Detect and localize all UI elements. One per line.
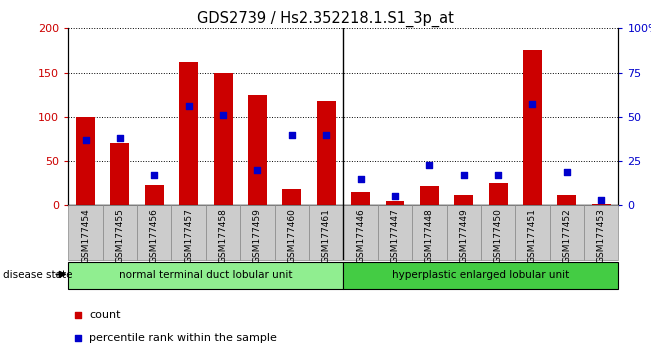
Point (115, 135, 125, 141)
Bar (385, 201, 404, 205)
Text: GSM177450: GSM177450 (493, 208, 503, 263)
Bar (68, 262, 344, 289)
Bar (68, 205, 103, 260)
Point (80, 137, 90, 143)
Point (218, 112, 229, 118)
Text: GSM177461: GSM177461 (322, 208, 331, 263)
Text: count: count (89, 310, 120, 320)
Text: GSM177448: GSM177448 (425, 208, 434, 263)
Point (184, 103, 194, 109)
Bar (111, 143, 130, 205)
Bar (103, 205, 137, 260)
Text: GSM177458: GSM177458 (219, 208, 228, 263)
Text: GSM177456: GSM177456 (150, 208, 159, 263)
Bar (283, 189, 301, 205)
Bar (549, 205, 584, 260)
Bar (516, 205, 549, 260)
Bar (420, 186, 439, 205)
Bar (240, 205, 275, 260)
Bar (214, 73, 232, 205)
Point (252, 167, 262, 173)
Point (428, 28, 439, 34)
Point (355, 176, 366, 182)
Text: normal terminal duct lobular unit: normal terminal duct lobular unit (119, 270, 293, 280)
Bar (557, 195, 576, 205)
Bar (76, 117, 95, 205)
Point (424, 162, 435, 167)
Text: GSM177457: GSM177457 (184, 208, 193, 263)
Bar (137, 205, 171, 260)
Text: hyperplastic enlarged lobular unit: hyperplastic enlarged lobular unit (393, 270, 570, 280)
Point (428, 238, 439, 243)
Bar (179, 62, 198, 205)
Bar (447, 205, 481, 260)
Bar (351, 192, 370, 205)
Text: GSM177454: GSM177454 (81, 208, 90, 263)
Bar (171, 205, 206, 260)
Bar (275, 205, 309, 260)
Bar (412, 205, 447, 260)
Text: GSM177451: GSM177451 (528, 208, 537, 263)
Bar (248, 95, 267, 205)
Point (321, 132, 331, 137)
Text: GSM177459: GSM177459 (253, 208, 262, 263)
Text: GSM177449: GSM177449 (459, 208, 468, 263)
Bar (317, 101, 336, 205)
Point (596, 197, 607, 203)
Bar (454, 195, 473, 205)
Point (149, 172, 159, 178)
Bar (344, 205, 378, 260)
Point (527, 102, 538, 107)
Point (458, 172, 469, 178)
Text: GSM177447: GSM177447 (391, 208, 400, 263)
Text: GSM177453: GSM177453 (597, 208, 606, 263)
Bar (145, 185, 164, 205)
Text: GSM177455: GSM177455 (115, 208, 124, 263)
Text: disease state: disease state (3, 270, 73, 280)
Point (286, 132, 297, 137)
Bar (309, 205, 344, 260)
Bar (592, 204, 611, 205)
Text: GSM177460: GSM177460 (287, 208, 296, 263)
Bar (378, 205, 412, 260)
Text: GDS2739 / Hs2.352218.1.S1_3p_at: GDS2739 / Hs2.352218.1.S1_3p_at (197, 11, 454, 27)
Bar (206, 205, 240, 260)
Bar (489, 183, 508, 205)
Bar (344, 262, 618, 289)
Point (562, 169, 572, 175)
Text: percentile rank within the sample: percentile rank within the sample (89, 333, 277, 343)
Text: GSM177446: GSM177446 (356, 208, 365, 263)
Bar (584, 205, 618, 260)
Point (493, 172, 503, 178)
Bar (523, 51, 542, 205)
Text: GSM177452: GSM177452 (562, 208, 572, 263)
Point (390, 194, 400, 199)
Bar (481, 205, 516, 260)
